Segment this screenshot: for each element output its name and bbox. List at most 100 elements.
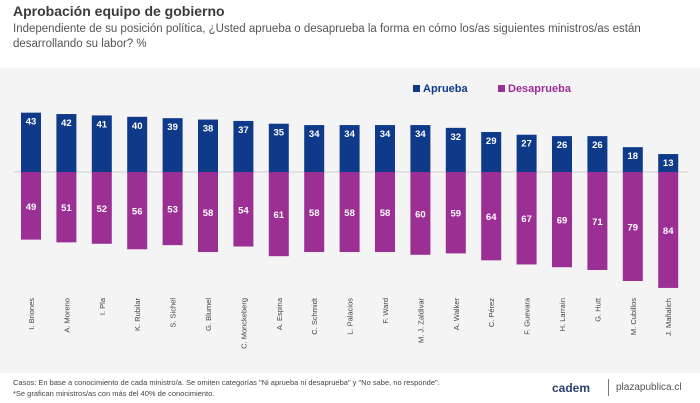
bar-aprueba xyxy=(481,131,502,172)
data-label-aprueba: 40 xyxy=(132,121,143,132)
data-label-desaprueba: 52 xyxy=(97,204,108,215)
data-label-desaprueba: 67 xyxy=(521,214,532,225)
bar-desaprueba xyxy=(410,172,431,255)
category-label: L. Palacios xyxy=(346,298,355,335)
bar-aprueba xyxy=(91,115,112,172)
legend-label-aprueba: Aprueba xyxy=(423,83,469,95)
category-label: F. Ward xyxy=(381,298,390,324)
data-label-aprueba: 29 xyxy=(486,136,497,147)
bar-desaprueba xyxy=(587,172,608,270)
category-label: S. Sichel xyxy=(169,298,178,328)
data-label-aprueba: 34 xyxy=(309,129,320,140)
data-label-desaprueba: 53 xyxy=(167,205,178,216)
bar-desaprueba xyxy=(304,172,325,253)
bar-aprueba xyxy=(162,118,183,172)
category-label: J. Mañalich xyxy=(664,298,673,336)
legend-swatch-aprueba xyxy=(413,85,420,92)
data-label-desaprueba: 54 xyxy=(238,205,249,216)
data-label-desaprueba: 58 xyxy=(203,208,214,219)
chart-subtitle: Independiente de su posición política, ¿… xyxy=(13,23,641,50)
category-label: C. Pérez xyxy=(487,298,496,327)
bar-aprueba xyxy=(21,112,41,172)
site-link[interactable]: plazapublica.cl xyxy=(616,382,682,393)
data-label-aprueba: 42 xyxy=(61,118,72,129)
data-label-aprueba: 38 xyxy=(203,124,214,135)
approval-chart: Aprueba Desaprueba 43 49 I. Briones 42 51 A. Mo… xyxy=(14,83,688,349)
bar-desaprueba xyxy=(162,172,183,246)
bar-aprueba xyxy=(268,123,289,172)
bar-desaprueba xyxy=(268,172,289,257)
category-label: G. Hutt xyxy=(593,297,602,322)
bar-aprueba xyxy=(516,134,537,172)
data-label-aprueba: 32 xyxy=(451,132,462,143)
bar-aprueba xyxy=(622,147,643,172)
data-label-aprueba: 43 xyxy=(26,117,37,128)
category-label: A. Espina xyxy=(275,297,284,330)
category-label: C. Schmidt xyxy=(310,297,319,335)
bar-desaprueba xyxy=(91,172,112,244)
bar-aprueba xyxy=(233,120,254,172)
data-label-desaprueba: 71 xyxy=(592,217,603,228)
bar-desaprueba xyxy=(56,172,77,243)
data-label-aprueba: 13 xyxy=(663,158,674,169)
bar-aprueba xyxy=(445,127,466,172)
category-label: I. Pla xyxy=(98,297,107,315)
bar-desaprueba xyxy=(552,172,572,268)
chart-title: Aprobación equipo de gobierno xyxy=(13,3,225,19)
bar-desaprueba xyxy=(622,172,643,282)
bar-desaprueba xyxy=(198,172,218,253)
bar-desaprueba xyxy=(339,172,360,253)
footnote-cases: Casos: En base a conocimiento de cada mi… xyxy=(13,378,440,387)
bar-aprueba xyxy=(552,136,572,172)
data-label-aprueba: 26 xyxy=(592,140,603,151)
bar-aprueba xyxy=(587,136,608,172)
data-label-desaprueba: 58 xyxy=(344,208,355,219)
data-label-aprueba: 34 xyxy=(344,129,355,140)
data-label-aprueba: 41 xyxy=(97,119,108,130)
legend-label-desaprueba: Desaprueba xyxy=(508,83,572,95)
bar-desaprueba xyxy=(127,172,148,250)
category-label: G. Blumel xyxy=(204,298,213,331)
bar-desaprueba xyxy=(481,172,502,261)
data-label-desaprueba: 84 xyxy=(663,226,674,237)
bar-desaprueba xyxy=(375,172,395,253)
category-label: M. Cubillos xyxy=(629,298,638,335)
bar-desaprueba xyxy=(516,172,537,265)
bar-aprueba xyxy=(375,125,395,172)
bar-aprueba xyxy=(56,114,77,172)
category-label: C. Monckeberg xyxy=(239,298,248,349)
data-label-desaprueba: 56 xyxy=(132,207,143,218)
data-label-desaprueba: 64 xyxy=(486,212,497,223)
legend-swatch-desaprueba xyxy=(498,85,505,92)
category-label: A. Moreno xyxy=(62,298,71,333)
bar-aprueba xyxy=(127,116,148,172)
data-label-aprueba: 39 xyxy=(167,122,178,133)
bar-aprueba xyxy=(339,125,360,172)
category-label: A. Walker xyxy=(452,298,461,331)
footer: Casos: En base a conocimiento de cada mi… xyxy=(0,373,700,403)
bar-desaprueba xyxy=(445,172,466,254)
data-label-aprueba: 34 xyxy=(380,129,391,140)
bar-aprueba xyxy=(304,125,325,172)
data-label-aprueba: 34 xyxy=(415,129,426,140)
category-label: H. Larraín xyxy=(558,298,567,331)
data-label-desaprueba: 69 xyxy=(557,216,568,227)
footnote-knowledge: *Se grafican ministros/as con más del 40… xyxy=(13,389,215,398)
bar-aprueba xyxy=(410,125,431,172)
data-label-desaprueba: 60 xyxy=(415,209,426,220)
cadem-logo: cadem xyxy=(552,381,591,395)
data-label-desaprueba: 59 xyxy=(451,209,462,220)
data-label-desaprueba: 51 xyxy=(61,203,72,214)
category-label: M. J. Zaldivar xyxy=(416,298,425,344)
bar-desaprueba xyxy=(658,172,679,288)
data-label-aprueba: 18 xyxy=(628,151,639,162)
category-label: K. Rubilar xyxy=(133,298,142,331)
bar-desaprueba xyxy=(233,172,254,247)
category-label: I. Briones xyxy=(27,298,36,330)
data-label-aprueba: 27 xyxy=(521,139,532,150)
header: Aprobación equipo de gobierno Independie… xyxy=(0,0,700,68)
bar-aprueba xyxy=(658,154,679,172)
category-label: F. Guevara xyxy=(523,297,532,335)
bar-desaprueba xyxy=(21,172,41,240)
data-label-desaprueba: 58 xyxy=(380,208,391,219)
